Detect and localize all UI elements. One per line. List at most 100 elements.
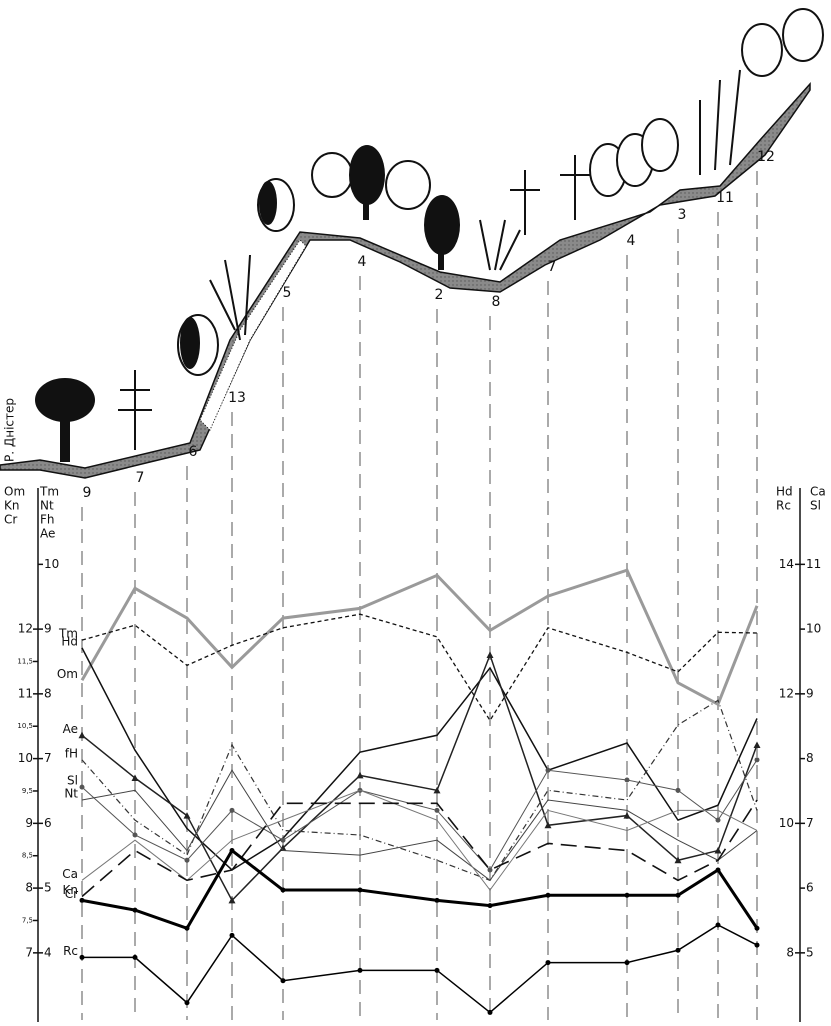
site-label: 12	[757, 149, 775, 165]
axis-header: Om	[4, 485, 25, 499]
point	[280, 837, 286, 843]
point	[279, 844, 287, 851]
axis-header: Rc	[776, 499, 791, 513]
axis-header: Ca	[810, 485, 826, 499]
point	[132, 832, 138, 838]
series-label: Ae	[63, 722, 78, 736]
point	[623, 812, 631, 819]
y-tick-label: 7	[806, 816, 814, 830]
point	[433, 786, 441, 794]
site-label: 2	[435, 287, 444, 303]
axis-header: Cr	[4, 513, 17, 527]
site-label: 4	[627, 233, 636, 249]
point	[78, 731, 86, 739]
point	[79, 897, 85, 903]
y-tick-label: 6	[806, 881, 814, 895]
point	[132, 954, 138, 960]
y-tick-label: 8,5	[22, 852, 33, 860]
y-tick-label: 11	[806, 557, 821, 571]
y-tick-label: 9	[44, 622, 52, 636]
site-label: 4	[358, 254, 367, 270]
point	[624, 777, 630, 783]
point	[715, 817, 721, 823]
y-tick-label: 8	[44, 686, 52, 700]
point	[487, 867, 493, 873]
site-label: 9	[83, 485, 92, 501]
point	[434, 967, 440, 973]
y-tick-label: 8	[806, 751, 814, 765]
point	[280, 887, 286, 893]
point	[675, 947, 681, 953]
point	[184, 857, 190, 863]
point	[229, 848, 235, 854]
point	[545, 767, 551, 773]
y-tick-label: 10	[806, 622, 821, 636]
series-line	[81, 799, 758, 898]
series-label: Hd	[61, 634, 78, 648]
point	[674, 856, 682, 864]
point	[228, 896, 236, 904]
site-label: 7	[548, 259, 557, 275]
series-label: Sl	[67, 774, 78, 788]
point	[357, 967, 363, 973]
point	[675, 787, 681, 793]
series-label: Kn	[63, 883, 78, 897]
y-tick-label: 10	[44, 557, 59, 571]
point	[624, 960, 630, 966]
series-line	[81, 647, 758, 871]
series-line	[80, 568, 759, 707]
point	[715, 867, 721, 873]
point	[229, 807, 235, 813]
point	[183, 812, 191, 819]
site-label: 6	[189, 444, 198, 460]
profile-drawing	[0, 8, 824, 479]
y-tick-label: 12	[779, 686, 794, 700]
dark-tree	[180, 145, 460, 369]
ground	[0, 82, 811, 479]
point	[675, 892, 681, 898]
y-tick-label: 10,5	[17, 722, 33, 730]
site-label: 11	[716, 190, 734, 206]
axis-header: Kn	[4, 499, 19, 513]
series-line	[81, 652, 758, 902]
point	[79, 954, 85, 960]
y-tick-label: 10	[779, 816, 794, 830]
axis-header: Tm	[39, 485, 59, 499]
y-tick-label: 5	[806, 945, 814, 959]
series-line	[81, 769, 758, 882]
point	[357, 887, 363, 893]
axis-header: Fh	[40, 513, 55, 527]
series-label: Ca	[62, 867, 78, 881]
point	[434, 897, 440, 903]
point	[280, 978, 286, 984]
point	[754, 942, 760, 948]
axis-header: Ae	[40, 527, 55, 541]
point	[545, 960, 551, 966]
y-tick-label: 4	[44, 945, 52, 959]
point	[487, 1009, 493, 1015]
series-line	[81, 848, 759, 931]
y-tick-label: 10	[18, 751, 33, 765]
point	[184, 1000, 190, 1006]
y-tick-label: 9	[25, 816, 33, 830]
axis-header: Sl	[810, 499, 821, 513]
series-label: fH	[65, 746, 78, 760]
y-tick-label: 8	[786, 945, 794, 959]
point	[132, 907, 138, 913]
point	[356, 771, 364, 779]
series-line	[81, 699, 758, 882]
point	[714, 847, 722, 854]
point	[754, 757, 760, 763]
y-tick-label: 11	[18, 686, 33, 700]
shrub	[118, 69, 741, 450]
series-line	[82, 924, 758, 1014]
point	[131, 774, 139, 782]
point	[434, 807, 440, 813]
point	[229, 932, 235, 938]
point	[753, 741, 761, 749]
point	[624, 892, 630, 898]
series-label: Om	[57, 667, 78, 681]
site-label: 13	[228, 390, 246, 406]
y-tick-label: 5	[44, 881, 52, 895]
